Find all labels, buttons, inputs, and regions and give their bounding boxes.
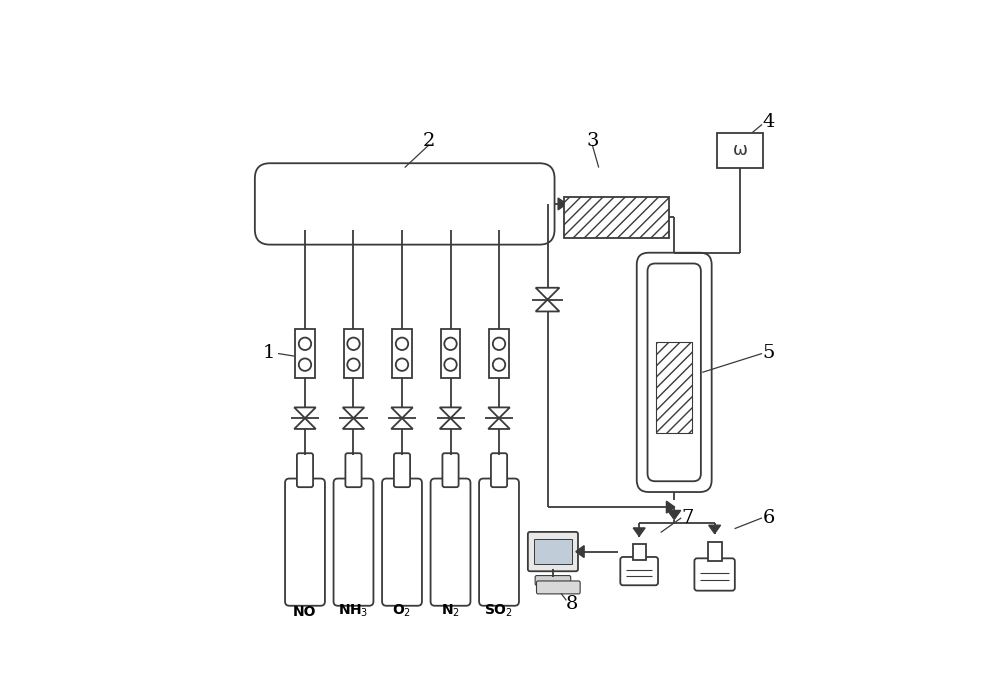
Text: 6: 6 bbox=[762, 509, 775, 527]
Bar bbox=[295, 329, 315, 378]
Text: ω: ω bbox=[733, 141, 748, 159]
FancyBboxPatch shape bbox=[491, 453, 507, 487]
Bar bbox=[441, 329, 460, 378]
Polygon shape bbox=[494, 230, 504, 239]
Bar bbox=[564, 197, 669, 237]
Polygon shape bbox=[294, 407, 316, 418]
Text: 1: 1 bbox=[263, 344, 275, 363]
Text: 7: 7 bbox=[681, 509, 694, 527]
Circle shape bbox=[396, 337, 408, 350]
Bar bbox=[656, 342, 692, 436]
Polygon shape bbox=[343, 418, 364, 429]
FancyBboxPatch shape bbox=[345, 453, 362, 487]
FancyBboxPatch shape bbox=[528, 532, 578, 571]
Bar bbox=[392, 329, 412, 378]
Text: N$_2$: N$_2$ bbox=[441, 602, 460, 619]
FancyBboxPatch shape bbox=[334, 479, 373, 606]
Circle shape bbox=[444, 337, 457, 350]
Text: NH$_3$: NH$_3$ bbox=[338, 602, 369, 619]
FancyBboxPatch shape bbox=[255, 163, 555, 244]
Polygon shape bbox=[576, 546, 584, 557]
Polygon shape bbox=[633, 528, 645, 536]
Polygon shape bbox=[668, 510, 681, 519]
FancyBboxPatch shape bbox=[479, 479, 519, 606]
Circle shape bbox=[347, 358, 360, 371]
Text: 4: 4 bbox=[762, 113, 775, 131]
Circle shape bbox=[493, 358, 505, 371]
FancyBboxPatch shape bbox=[694, 559, 735, 591]
Polygon shape bbox=[348, 230, 359, 239]
Bar bbox=[656, 342, 692, 433]
Polygon shape bbox=[709, 525, 721, 533]
Bar bbox=[564, 197, 669, 237]
Text: 3: 3 bbox=[586, 132, 599, 150]
FancyBboxPatch shape bbox=[442, 453, 459, 487]
Circle shape bbox=[493, 337, 505, 350]
Polygon shape bbox=[536, 300, 559, 312]
Text: 5: 5 bbox=[762, 344, 775, 363]
Text: NO: NO bbox=[293, 605, 317, 619]
Text: 8: 8 bbox=[566, 595, 579, 613]
Circle shape bbox=[299, 358, 311, 371]
Polygon shape bbox=[440, 418, 461, 429]
FancyBboxPatch shape bbox=[648, 263, 701, 481]
Circle shape bbox=[396, 358, 408, 371]
Polygon shape bbox=[558, 198, 566, 210]
Polygon shape bbox=[488, 407, 510, 418]
Bar bbox=[717, 132, 763, 167]
Polygon shape bbox=[536, 288, 559, 300]
Bar bbox=[633, 544, 646, 560]
FancyBboxPatch shape bbox=[637, 253, 712, 492]
Bar bbox=[534, 540, 572, 564]
Polygon shape bbox=[300, 230, 310, 239]
Bar bbox=[489, 329, 509, 378]
Text: O$_2$: O$_2$ bbox=[392, 602, 412, 619]
FancyBboxPatch shape bbox=[285, 479, 325, 606]
Text: 2: 2 bbox=[423, 132, 435, 150]
FancyBboxPatch shape bbox=[394, 453, 410, 487]
Polygon shape bbox=[440, 407, 461, 418]
Polygon shape bbox=[488, 418, 510, 429]
FancyBboxPatch shape bbox=[535, 575, 571, 585]
FancyBboxPatch shape bbox=[297, 453, 313, 487]
FancyBboxPatch shape bbox=[431, 479, 470, 606]
Circle shape bbox=[299, 337, 311, 350]
Polygon shape bbox=[391, 407, 413, 418]
Circle shape bbox=[444, 358, 457, 371]
Text: SO$_2$: SO$_2$ bbox=[484, 602, 514, 619]
Bar bbox=[344, 329, 363, 378]
FancyBboxPatch shape bbox=[536, 581, 580, 594]
Polygon shape bbox=[397, 230, 407, 239]
Polygon shape bbox=[391, 418, 413, 429]
Bar bbox=[708, 542, 722, 561]
Polygon shape bbox=[445, 230, 456, 239]
Polygon shape bbox=[294, 418, 316, 429]
Polygon shape bbox=[666, 501, 675, 513]
Circle shape bbox=[347, 337, 360, 350]
FancyBboxPatch shape bbox=[620, 557, 658, 585]
FancyBboxPatch shape bbox=[382, 479, 422, 606]
Polygon shape bbox=[343, 407, 364, 418]
